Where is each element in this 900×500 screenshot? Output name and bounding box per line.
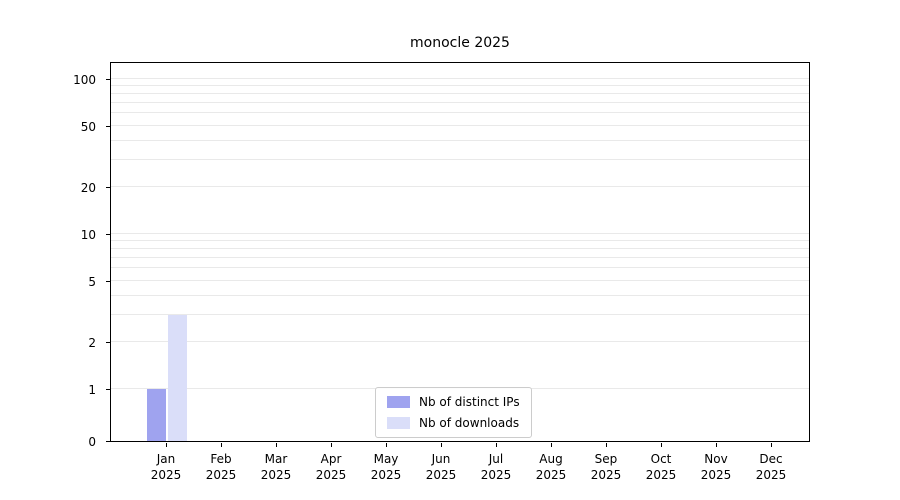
y-tick-label: 50	[80, 119, 96, 134]
x-tick-label: Apr 2025	[315, 452, 347, 482]
bar-distinct-ips	[147, 389, 166, 441]
x-tick-label: Oct 2025	[645, 452, 677, 482]
x-tick-mark	[716, 443, 717, 447]
x-tick-mark	[661, 443, 662, 447]
gridline	[111, 257, 809, 259]
chart-title: monocle 2025	[410, 35, 510, 51]
y-tick-label: 10	[80, 228, 96, 242]
gridline	[111, 314, 809, 316]
x-tick-mark	[496, 443, 497, 447]
legend: Nb of distinct IPs Nb of downloads	[375, 387, 532, 438]
x-tick-label: May 2025	[370, 452, 402, 482]
legend-label-distinct-ips: Nb of distinct IPs	[419, 395, 520, 409]
y-tick-mark	[106, 125, 110, 127]
gridline	[111, 93, 809, 95]
y-tick-label: 0	[88, 435, 96, 449]
x-tick-mark	[551, 443, 552, 447]
gridline	[111, 341, 809, 343]
gridline	[111, 267, 809, 269]
x-tick-mark	[221, 443, 222, 447]
gridline	[111, 233, 809, 234]
y-tick-mark	[106, 342, 110, 344]
gridline	[111, 248, 809, 250]
x-tick-mark	[606, 443, 607, 447]
plot-area: Nb of distinct IPs Nb of downloads	[110, 62, 810, 442]
gridline	[111, 159, 809, 161]
y-tick-mark	[106, 187, 110, 189]
x-axis: Jan 2025 Feb 2025 Mar 2025 Apr 2025 May 2025…	[110, 443, 810, 495]
x-tick-mark	[771, 443, 772, 447]
legend-item-downloads: Nb of downloads	[387, 416, 520, 430]
y-tick-label: 5	[88, 274, 96, 289]
x-tick-label: Aug 2025	[535, 452, 567, 482]
legend-label-downloads: Nb of downloads	[419, 416, 520, 430]
legend-swatch-distinct-ips	[387, 396, 410, 408]
legend-item-distinct-ips: Nb of distinct IPs	[387, 395, 520, 409]
gridline	[111, 294, 809, 296]
y-tick-label: 100	[73, 73, 96, 87]
gridline	[111, 279, 809, 281]
x-tick-mark	[166, 443, 167, 447]
y-tick-label: 2	[88, 336, 96, 351]
x-tick-label: Nov 2025	[700, 452, 732, 482]
x-tick-mark	[386, 443, 387, 447]
gridline	[111, 186, 809, 188]
x-tick-label: Jun 2025	[425, 452, 457, 482]
y-tick-mark	[106, 389, 110, 390]
gridline	[111, 240, 809, 242]
gridline	[111, 112, 809, 114]
gridline	[111, 78, 809, 79]
gridline	[111, 85, 809, 87]
x-tick-mark	[276, 443, 277, 447]
gridline	[111, 102, 809, 104]
x-tick-mark	[441, 443, 442, 447]
x-tick-label: Feb 2025	[205, 452, 237, 482]
x-tick-label: Jul 2025	[480, 452, 512, 482]
x-tick-label: Mar 2025	[260, 452, 292, 482]
bar-downloads	[168, 315, 187, 441]
grid-layer	[111, 63, 809, 441]
x-tick-mark	[331, 443, 332, 447]
gridline	[111, 124, 809, 126]
x-tick-label: Dec 2025	[755, 452, 787, 482]
x-tick-label: Sep 2025	[590, 452, 622, 482]
x-tick-label: Jan 2025	[150, 452, 182, 482]
y-tick-mark	[106, 280, 110, 282]
y-tick-label: 20	[80, 181, 96, 196]
y-tick-label: 1	[88, 383, 96, 397]
y-tick-mark	[106, 79, 110, 80]
y-tick-mark	[106, 234, 110, 235]
y-axis: 0 1 2 5 10 20 50 100	[0, 62, 110, 449]
bars-layer	[111, 63, 809, 441]
gridline	[111, 139, 809, 141]
legend-swatch-downloads	[387, 417, 410, 429]
y-tick-mark	[106, 441, 110, 442]
